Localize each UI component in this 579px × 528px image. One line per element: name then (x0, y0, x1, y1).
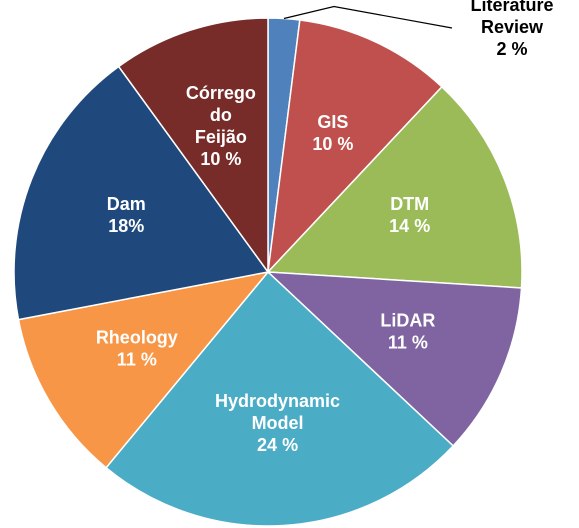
slice-label: DTM 14 % (389, 194, 430, 236)
value-label: 10 % (200, 149, 241, 169)
category-label-line: GIS (317, 112, 348, 132)
value-label: 14 % (389, 216, 430, 236)
category-label-line: do (210, 105, 232, 125)
leader-line (283, 5, 453, 29)
category-label-line: LiDAR (380, 310, 435, 330)
category-label-line: Literature (470, 0, 553, 15)
pie-slice (17, 270, 270, 469)
slice-label: Dam 18% (107, 194, 146, 236)
category-label: Literature Review (470, 0, 553, 37)
category-label-line: Review (481, 17, 544, 37)
slice-label: Literature Review 2 % (470, 0, 553, 59)
value-label: 10 % (312, 134, 353, 154)
slice-label: LiDAR 11 % (380, 310, 435, 352)
category-label-line: DTM (390, 194, 429, 214)
category-label: GIS (317, 112, 348, 132)
pie-slice (105, 270, 455, 527)
category-label: Córrego do Feijão (186, 83, 256, 147)
value-label: 11 % (388, 332, 428, 352)
category-label: Rheology (96, 327, 178, 347)
category-label: Hydrodynamic Model (215, 391, 340, 433)
slice-label: GIS 10 % (312, 112, 353, 154)
category-label-line: Rheology (96, 327, 178, 347)
pie-slice (265, 271, 523, 447)
category-label-line: Hydrodynamic (215, 391, 340, 411)
category-label: Dam (107, 194, 146, 214)
category-label-line: Dam (107, 194, 146, 214)
pie-slice (13, 65, 270, 321)
slice-label: Rheology 11 % (96, 327, 178, 369)
slice-label: Córrego do Feijão 10 % (186, 83, 256, 169)
value-label: 2 % (496, 39, 527, 59)
pie-slice (117, 17, 269, 275)
category-label-line: Feijão (195, 127, 247, 147)
value-label: 18% (108, 216, 144, 236)
category-label-line: Model (252, 413, 304, 433)
pie-slice (266, 85, 523, 289)
value-label: 11 % (117, 349, 157, 369)
category-label: LiDAR (380, 310, 435, 330)
value-label: 24 % (257, 435, 298, 455)
category-label: DTM (390, 194, 429, 214)
slice-label: Hydrodynamic Model 24 % (215, 391, 340, 455)
pie-slice (266, 19, 443, 275)
category-label-line: Córrego (186, 83, 256, 103)
